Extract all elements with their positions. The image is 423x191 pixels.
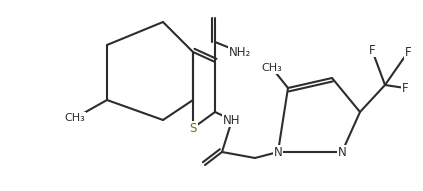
Text: F: F <box>402 82 408 95</box>
Text: CH₃: CH₃ <box>261 63 283 73</box>
Text: NH₂: NH₂ <box>229 45 251 58</box>
Text: F: F <box>369 44 375 57</box>
Text: CH₃: CH₃ <box>65 113 85 123</box>
Text: NH: NH <box>223 113 241 126</box>
Text: N: N <box>274 146 283 159</box>
Text: S: S <box>190 121 197 134</box>
Text: N: N <box>338 146 346 159</box>
Text: F: F <box>405 45 411 58</box>
